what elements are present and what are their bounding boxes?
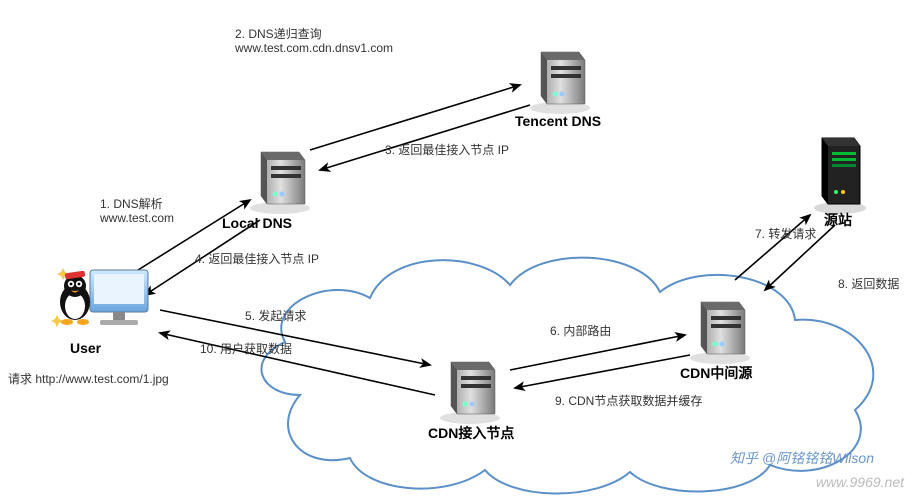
local-dns-label: Local DNS (222, 215, 292, 231)
origin-icon (814, 138, 866, 214)
local-dns-icon (250, 152, 310, 214)
diagram-canvas: User Local DNS Tencent DNS CDN接入节点 CDN中间… (0, 0, 924, 500)
edge-2-label2: www.test.com.cdn.dnsv1.com (235, 41, 393, 55)
origin-label: 源站 (824, 210, 852, 230)
edge-8-label: 8. 返回数据 (838, 275, 899, 292)
request-url-label: 请求 http://www.test.com/1.jpg (8, 370, 169, 387)
cdn-edge-icon (440, 362, 500, 424)
edge-6 (510, 335, 685, 370)
edge-10-label: 10. 用户获取数据 (200, 340, 292, 357)
cdn-mid-icon (690, 302, 750, 364)
cdn-mid-label: CDN中间源 (680, 363, 752, 383)
user-label: User (70, 340, 101, 356)
watermark-domain: www.9969.net (816, 474, 904, 490)
edge-9 (515, 355, 690, 388)
edge-1-label: 1. DNS解析 (100, 195, 163, 212)
edge-9-label: 9. CDN节点获取数据并缓存 (555, 392, 702, 409)
user-icon (51, 268, 148, 327)
edge-5-label: 5. 发起请求 (245, 307, 306, 324)
edge-6-label: 6. 内部路由 (550, 322, 611, 339)
edge-3-label: 3. 返回最佳接入节点 IP (385, 141, 509, 158)
tencent-dns-icon (530, 52, 590, 114)
edge-1-label2: www.test.com (100, 211, 174, 225)
edge-4-label: 4. 返回最佳接入节点 IP (195, 250, 319, 267)
tencent-dns-label: Tencent DNS (515, 113, 601, 129)
cdn-edge-label: CDN接入节点 (428, 423, 514, 443)
watermark-zhihu: 知乎 @阿铭铭铭Wilson (730, 448, 874, 468)
edge-7-label: 7. 转发请求 (755, 225, 816, 242)
edge-2-label: 2. DNS递归查询 (235, 25, 322, 42)
